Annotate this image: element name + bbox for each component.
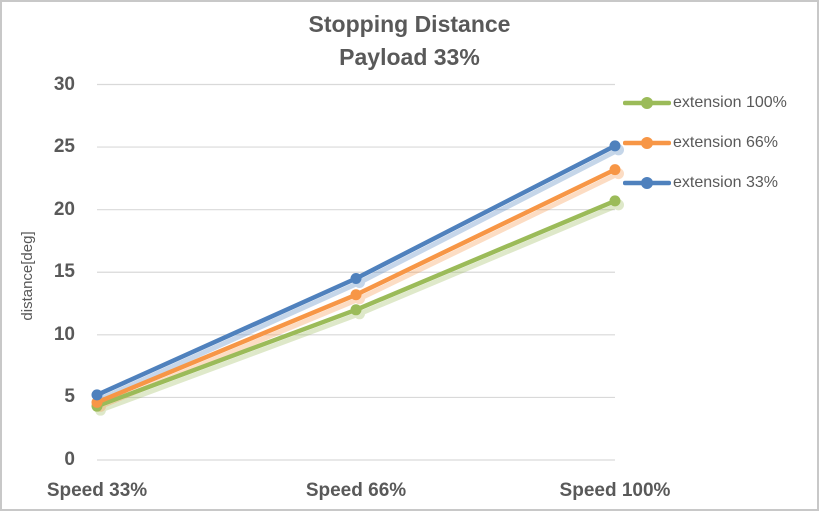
x-tick-label-0: Speed 33% (46, 480, 148, 501)
legend-item-extension-66-: extension 66% (623, 132, 778, 154)
data-point (609, 195, 621, 207)
series-extension-33- (91, 140, 621, 401)
series-extension-66- (91, 164, 621, 408)
legend-item-extension-33-: extension 33% (623, 172, 778, 194)
y-tick-label-0: 0 (64, 449, 75, 470)
y-tick-label-25: 25 (53, 136, 75, 158)
data-point (350, 289, 362, 301)
series-extension-100- (91, 195, 621, 412)
y-tick-label-5: 5 (64, 386, 75, 408)
legend-marker-icon (623, 136, 671, 149)
y-tick-label-30: 30 (53, 73, 75, 95)
data-point (609, 140, 621, 152)
y-tick-label-10: 10 (53, 323, 75, 345)
data-point (609, 164, 621, 176)
data-point (350, 273, 362, 285)
data-point (91, 389, 103, 401)
legend-label: extension 33% (673, 173, 778, 191)
chart-title-line1: Stopping Distance (308, 11, 511, 37)
data-point (350, 304, 362, 316)
y-tick-label-20: 20 (53, 198, 75, 220)
chart-title: Stopping Distance Payload 33% (2, 8, 817, 74)
legend-label: extension 100% (673, 93, 787, 111)
legend-marker-icon (623, 96, 671, 109)
x-tick-label-2: Speed 100% (559, 480, 671, 501)
legend-label: extension 66% (673, 133, 778, 151)
chart-title-line2: Payload 33% (339, 44, 480, 70)
legend-item-extension-100-: extension 100% (623, 92, 787, 114)
y-tick-label-15: 15 (53, 261, 75, 283)
legend-marker-icon (623, 176, 671, 189)
x-tick-label-1: Speed 66% (305, 480, 407, 501)
